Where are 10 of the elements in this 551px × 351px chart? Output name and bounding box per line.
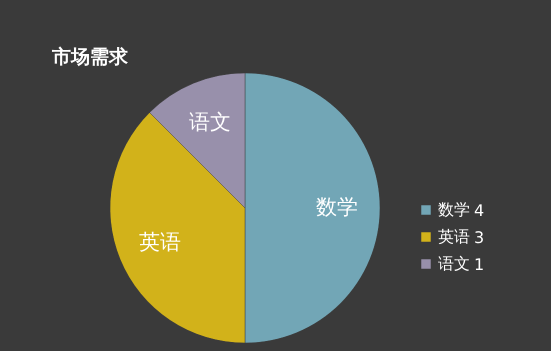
legend-label: 数学	[438, 200, 470, 219]
slice-label: 数学	[316, 195, 358, 219]
legend-label: 英语	[438, 227, 470, 246]
slice-label: 语文	[188, 110, 231, 134]
slice-label: 英语	[139, 230, 182, 254]
data-label: 4	[474, 201, 484, 220]
legend-label: 语文	[438, 254, 470, 273]
data-label: 3	[474, 228, 484, 247]
chart-title: 市场需求	[51, 46, 129, 68]
data-label: 1	[474, 255, 484, 274]
